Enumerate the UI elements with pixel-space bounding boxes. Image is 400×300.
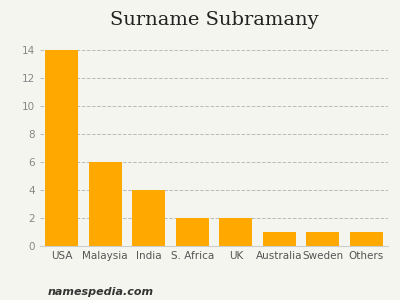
Bar	[263, 232, 296, 246]
Bar	[46, 50, 78, 246]
Bar	[350, 232, 382, 246]
Bar	[220, 218, 252, 246]
Bar	[132, 190, 165, 246]
Title: Surname Subramany: Surname Subramany	[110, 11, 318, 29]
Bar	[176, 218, 208, 246]
Text: namespedia.com: namespedia.com	[48, 287, 154, 297]
Bar	[306, 232, 339, 246]
Bar	[89, 162, 122, 246]
